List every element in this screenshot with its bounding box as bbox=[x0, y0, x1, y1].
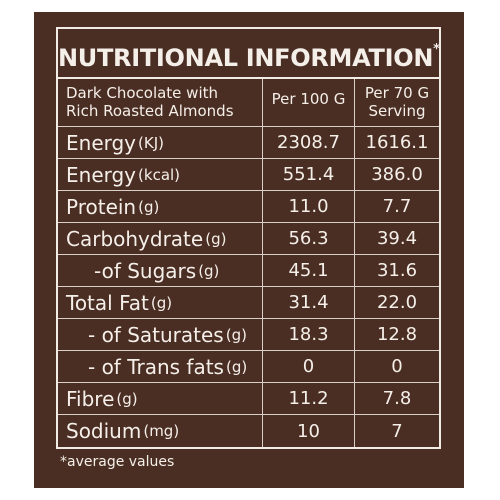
per-serving-value: 12.8 bbox=[376, 324, 418, 345]
per-100g-value: 2308.7 bbox=[263, 127, 355, 158]
per-100g-header: Per 100 G bbox=[263, 79, 355, 126]
per-serving-value: 7 bbox=[391, 420, 403, 442]
per-serving-line1: Per 70 G bbox=[364, 84, 430, 102]
nutrient-unit: (g) bbox=[116, 389, 138, 408]
per-100g-value: 11.0 bbox=[263, 191, 355, 222]
nutrient-name: Energy bbox=[66, 130, 137, 155]
nutrient-name: Protein bbox=[66, 194, 137, 219]
per-100g-value: 551.4 bbox=[263, 159, 355, 190]
nutrient-unit: (g) bbox=[225, 325, 247, 344]
nutrient-row: Fibre (g) 11.2 7.8 bbox=[58, 383, 439, 415]
nutrient-unit: (mg) bbox=[143, 422, 180, 440]
nutrient-name-cell: Carbohydrate (g) bbox=[58, 223, 263, 254]
nutrient-name-cell: Protein (g) bbox=[58, 191, 263, 222]
nutrient-row: Total Fat (g) 31.4 22.0 bbox=[58, 287, 439, 319]
product-name-line2: Rich Roasted Almonds bbox=[66, 102, 234, 120]
nutrient-name: - of Trans fats bbox=[88, 354, 224, 379]
nutrient-name-cell: - of Trans fats (g) bbox=[58, 351, 263, 382]
nutrient-name-cell: - of Saturates (g) bbox=[58, 319, 263, 350]
per-serving-value: 22.0 bbox=[376, 292, 418, 313]
nutrient-unit: (kcal) bbox=[138, 165, 181, 184]
per-100g-value: 56.3 bbox=[263, 223, 355, 254]
nutrient-name: Carbohydrate bbox=[66, 226, 204, 251]
nutrient-name-cell: Energy (kcal) bbox=[58, 159, 263, 190]
footnote: *average values bbox=[60, 454, 175, 470]
nutrient-row: Sodium (mg) 10 7 bbox=[58, 415, 439, 447]
nutrient-row: -of Sugars (g) 45.1 31.6 bbox=[58, 255, 439, 287]
per-serving-line2: Serving bbox=[368, 102, 426, 120]
header-row: Dark Chocolate with Rich Roasted Almonds… bbox=[58, 79, 439, 127]
per-100g-value: 31.4 bbox=[263, 287, 355, 318]
table-title: NUTRITIONAL INFORMATION* bbox=[58, 29, 440, 79]
nutrient-name-cell: -of Sugars (g) bbox=[58, 255, 263, 286]
per-100g-value: 18.3 bbox=[263, 319, 355, 350]
nutrient-name: Fibre bbox=[66, 386, 115, 411]
nutrient-name-cell: Fibre (g) bbox=[58, 383, 263, 414]
nutrient-name: Sodium bbox=[66, 419, 142, 443]
nutrient-unit: (KJ) bbox=[138, 133, 164, 152]
nutrient-row: Protein (g) 11.0 7.7 bbox=[58, 191, 439, 223]
nutrient-unit: (g) bbox=[205, 229, 227, 248]
nutrient-name-cell: Total Fat (g) bbox=[58, 287, 263, 318]
per-100g-value: 45.1 bbox=[263, 255, 355, 286]
nutrient-name: -of Sugars bbox=[94, 258, 197, 283]
per-serving-value: 7.7 bbox=[382, 196, 412, 217]
nutrient-name: Energy bbox=[66, 162, 137, 187]
product-name-line1: Dark Chocolate with bbox=[66, 84, 219, 102]
nutrient-unit: (g) bbox=[225, 357, 248, 376]
nutrient-row: Energy (KJ) 2308.7 1616.1 bbox=[58, 127, 439, 159]
title-asterisk: * bbox=[433, 42, 440, 57]
nutrient-row: - of Trans fats (g) 0 0 bbox=[58, 351, 439, 383]
per-serving-header: Per 70 G Serving bbox=[355, 79, 439, 126]
nutrient-row: Energy (kcal) 551.4 386.0 bbox=[58, 159, 439, 191]
per-serving-value: 386.0 bbox=[371, 164, 423, 185]
product-name-cell: Dark Chocolate with Rich Roasted Almonds bbox=[58, 79, 263, 126]
per-100g-value: 11.2 bbox=[263, 383, 355, 414]
per-serving-value: 7.8 bbox=[382, 388, 412, 409]
nutrient-row: Carbohydrate (g) 56.3 39.4 bbox=[58, 223, 439, 255]
nutrition-panel: NUTRITIONAL INFORMATION* Dark Chocolate … bbox=[34, 12, 464, 488]
per-serving-value: 0 bbox=[391, 356, 403, 377]
nutrient-name: - of Saturates bbox=[88, 322, 224, 347]
nutrition-table: NUTRITIONAL INFORMATION* Dark Chocolate … bbox=[56, 27, 441, 449]
per-serving-value: 31.6 bbox=[376, 260, 418, 281]
nutrient-unit: (g) bbox=[138, 197, 160, 216]
nutrient-name-cell: Energy (KJ) bbox=[58, 127, 263, 158]
per-serving-value: 1616.1 bbox=[365, 132, 429, 153]
per-100g-value: 0 bbox=[263, 351, 355, 382]
nutrient-unit: (g) bbox=[150, 293, 173, 312]
nutrient-unit: (g) bbox=[198, 261, 220, 280]
title-text: NUTRITIONAL INFORMATION bbox=[58, 44, 434, 72]
per-100g-value: 10 bbox=[263, 415, 355, 447]
per-serving-value: 39.4 bbox=[376, 228, 418, 249]
nutrient-row: - of Saturates (g) 18.3 12.8 bbox=[58, 319, 439, 351]
nutrient-name: Total Fat bbox=[66, 290, 149, 315]
nutrient-name-cell: Sodium (mg) bbox=[58, 415, 263, 447]
